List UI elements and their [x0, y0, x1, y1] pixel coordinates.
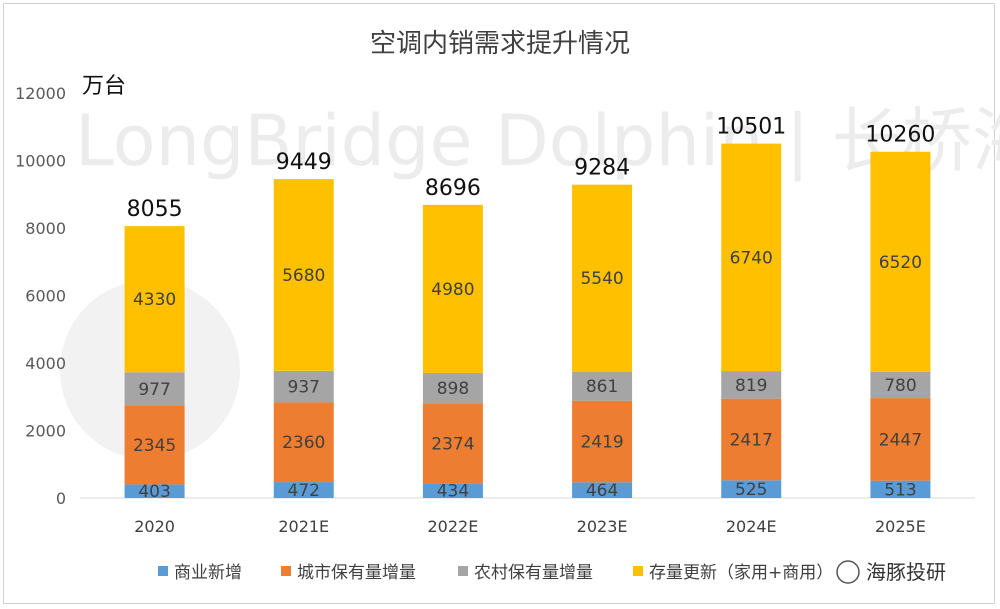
bar-segment [721, 143, 782, 372]
total-label: 10260 [865, 123, 935, 148]
bar-segment [273, 402, 334, 483]
bar-segment [273, 370, 334, 403]
data-label: 2345 [133, 436, 176, 456]
data-label: 819 [735, 376, 767, 396]
data-label: 464 [586, 481, 618, 501]
legend-swatch [633, 566, 643, 576]
x-tick-label: 2023E [577, 517, 628, 536]
data-label: 525 [735, 480, 767, 500]
bar-segment [870, 371, 931, 399]
x-tick-label: 2021E [278, 517, 329, 536]
data-label: 780 [884, 376, 916, 396]
total-label: 8696 [425, 176, 481, 201]
bar-segment [422, 372, 483, 404]
bar-segment [870, 480, 931, 498]
x-tick-label: 2025E [875, 517, 926, 536]
legend-swatch [281, 566, 291, 576]
bar-segment [273, 179, 334, 371]
data-label: 2417 [730, 430, 773, 450]
watermark-corner: 海豚投研 [836, 560, 946, 584]
bar-segment [721, 371, 782, 399]
bar-segment [422, 204, 483, 373]
bar-segment [273, 482, 334, 498]
bar-segment [870, 398, 931, 481]
bar-segment [572, 184, 633, 372]
data-label: 5540 [580, 269, 623, 289]
data-label: 861 [586, 377, 618, 397]
data-label: 977 [138, 380, 170, 400]
y-tick-label: 6000 [25, 287, 66, 306]
chart-frame [3, 3, 995, 604]
watermark: LongBridge Dolphin | 长桥海豚投研 [60, 100, 1000, 460]
legend: 商业新增 城市保有量增量 农村保有量增量 存量更新（家用+商用） [158, 563, 833, 583]
data-label: 2419 [580, 433, 623, 453]
data-label: 2447 [879, 430, 922, 450]
wechat-icon [836, 560, 860, 584]
legend-label: 城市保有量增量 [297, 563, 416, 583]
y-tick-label: 4000 [25, 354, 66, 373]
bar-segment [870, 151, 931, 372]
bar-segment [721, 480, 782, 498]
watermark-corner-text: 海豚投研 [866, 560, 946, 584]
data-label: 472 [288, 481, 320, 501]
x-tick-label: 2022E [428, 517, 479, 536]
y-tick-label: 10000 [15, 152, 66, 171]
data-label: 434 [437, 482, 469, 502]
legend-swatch [458, 566, 468, 576]
total-label: 9449 [276, 150, 332, 175]
bar-segment [124, 372, 185, 406]
bar-segment [721, 398, 782, 481]
data-label: 6740 [730, 248, 773, 268]
data-label: 2374 [431, 434, 474, 454]
bars: 403 2345 977 4330 8055 472 2360 937 5680 9449 434 2… [124, 115, 935, 502]
legend-swatch [158, 566, 168, 576]
total-label: 10501 [716, 115, 786, 140]
x-tick-label: 2020 [134, 517, 175, 536]
data-label: 403 [138, 482, 170, 502]
y-tick-label: 12000 [15, 84, 66, 103]
data-label: 2360 [282, 433, 325, 453]
bar-segment [124, 484, 185, 498]
legend-label: 商业新增 [174, 563, 242, 583]
bar-segment [572, 482, 633, 498]
y-tick-label: 2000 [25, 422, 66, 441]
x-tick-label: 2024E [726, 517, 777, 536]
legend-label: 存量更新（家用+商用） [649, 563, 833, 583]
total-label: 9284 [574, 156, 630, 181]
total-label: 8055 [127, 197, 183, 222]
data-label: 4330 [133, 290, 176, 310]
data-label: 6520 [879, 253, 922, 273]
data-label: 937 [288, 378, 320, 398]
bar-segment [124, 405, 185, 485]
bar-segment [572, 400, 633, 483]
chart-title: 空调内销需求提升情况 [370, 29, 630, 59]
data-label: 4980 [431, 280, 474, 300]
y-axis: 0 2000 4000 6000 8000 10000 12000 [15, 84, 66, 508]
legend-label: 农村保有量增量 [474, 563, 593, 583]
data-label: 898 [437, 379, 469, 399]
bar-segment [572, 371, 633, 401]
y-tick-label: 0 [56, 489, 66, 508]
data-label: 5680 [282, 266, 325, 286]
y-unit-label: 万台 [82, 74, 126, 99]
x-axis: 2020 2021E 2022E 2023E 2024E 2025E [134, 517, 926, 536]
bar-segment [422, 403, 483, 484]
bar-segment [124, 226, 185, 373]
watermark-text: LongBridge Dolphin | 长桥海豚投研 [75, 100, 1000, 182]
bar-segment [422, 483, 483, 498]
data-label: 513 [884, 480, 916, 500]
y-tick-label: 8000 [25, 219, 66, 238]
